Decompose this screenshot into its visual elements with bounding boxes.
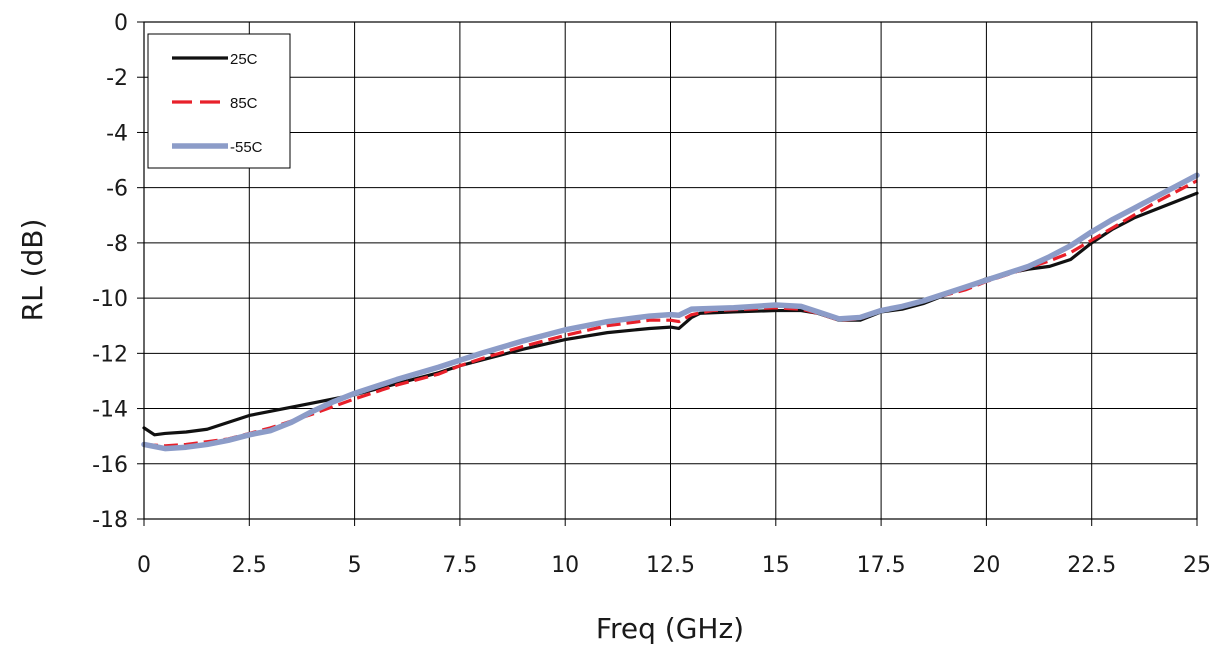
legend: 25C 85C -55C [147, 33, 291, 169]
x-tick-label-0: 0 [137, 553, 151, 578]
y-tick-label-1: -2 [106, 66, 128, 91]
x-tick-label-8: 20 [972, 553, 1000, 578]
x-tick-label-3: 7.5 [442, 553, 477, 578]
x-tick-label-2: 5 [348, 553, 362, 578]
y-tick-label-6: -12 [92, 342, 128, 367]
x-axis-ticks: 0 2.5 5 7.5 10 12.5 15 17.5 20 22.5 25 [137, 519, 1211, 578]
legend-label--55C: -55C [230, 139, 263, 156]
x-tick-label-6: 15 [762, 553, 790, 578]
y-tick-label-9: -18 [92, 508, 128, 533]
y-axis-ticks: 0 -2 -4 -6 -8 -10 -12 -14 -16 -18 [92, 11, 144, 533]
y-tick-label-0: 0 [114, 11, 128, 36]
x-tick-label-7: 17.5 [857, 553, 906, 578]
x-tick-label-9: 22.5 [1067, 553, 1116, 578]
x-tick-label-5: 12.5 [646, 553, 695, 578]
series-layer [141, 172, 1200, 452]
series-line-25C [142, 191, 1199, 437]
x-axis-title: Freq (GHz) [596, 612, 744, 645]
y-tick-label-8: -16 [92, 453, 128, 478]
y-tick-label-7: -14 [92, 398, 128, 423]
legend-label-25C: 25C [230, 51, 258, 68]
series-line--55C [141, 172, 1200, 452]
y-tick-label-3: -6 [106, 177, 128, 202]
y-axis-title: RL (dB) [16, 219, 49, 322]
x-tick-label-4: 10 [551, 553, 579, 578]
y-tick-label-4: -8 [106, 232, 128, 257]
x-tick-label-1: 2.5 [232, 553, 267, 578]
x-tick-label-10: 25 [1183, 553, 1211, 578]
legend-label-85C: 85C [230, 95, 258, 112]
y-tick-label-2: -4 [106, 121, 128, 146]
y-tick-label-5: -10 [92, 287, 128, 312]
